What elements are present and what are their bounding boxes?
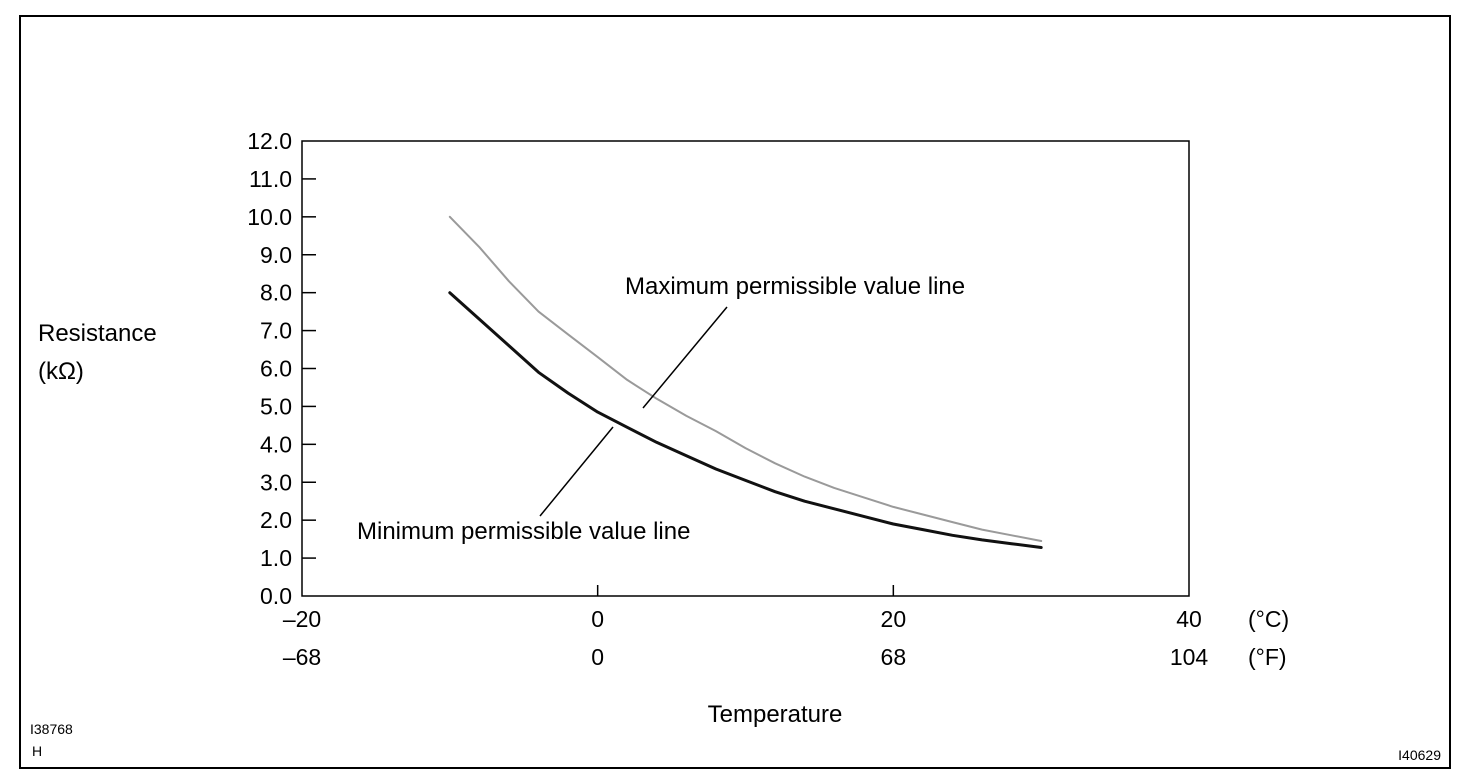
illustration-code: I40629 [1398,747,1441,763]
mark-glyph: H [32,743,42,759]
x-tick-label-fahrenheit: 68 [881,644,907,670]
y-tick-label: 6.0 [260,356,292,382]
y-axis-ticks: 0.0 1.0 2.0 3.0 4.0 5.0 6.0 7.0 8.0 9.0 10.0 11.0 12… [247,128,316,609]
y-tick-label: 7.0 [260,318,292,344]
y-tick-label: 8.0 [260,280,292,306]
y-tick-label: 12.0 [247,128,292,154]
x-axis-title: Temperature [708,701,843,728]
min-line-label: Minimum permissible value line [357,518,690,545]
figure-code: I38768 [30,721,73,737]
y-tick-label: 10.0 [247,204,292,230]
x-tick-label-fahrenheit: –68 [283,644,321,670]
x-tick-label-celsius: 20 [881,606,907,632]
y-tick-label: 3.0 [260,469,292,495]
max-line-leader [642,306,728,409]
x-tick-label-celsius: –20 [283,606,321,632]
y-tick-label: 5.0 [260,393,292,419]
outer-border [19,15,1451,769]
min-line-leader [539,426,614,517]
max-permissible-line [448,215,1043,542]
y-tick-label: 2.0 [260,507,292,533]
series-layer [448,215,1043,549]
y-tick-label: 11.0 [249,166,292,192]
y-tick-label: 9.0 [260,242,292,268]
y-axis-title-line2: (kΩ) [38,358,84,385]
x-axis-ticks: –20 –68 0 0 20 68 40 104 [283,585,1209,670]
x-tick-label-fahrenheit: 104 [1170,644,1209,670]
y-axis-title-line1: Resistance [38,320,157,347]
x-unit-fahrenheit: (°F) [1248,644,1287,670]
max-line-label: Maximum permissible value line [625,273,965,300]
y-tick-label: 0.0 [260,583,292,609]
x-tick-label-fahrenheit: 0 [591,644,604,670]
min-permissible-line [448,291,1043,549]
x-tick-label-celsius: 0 [591,606,604,632]
y-tick-label: 4.0 [260,431,292,457]
x-unit-celsius: (°C) [1248,606,1289,632]
x-tick-label-celsius: 40 [1176,606,1202,632]
y-tick-label: 1.0 [260,545,292,571]
